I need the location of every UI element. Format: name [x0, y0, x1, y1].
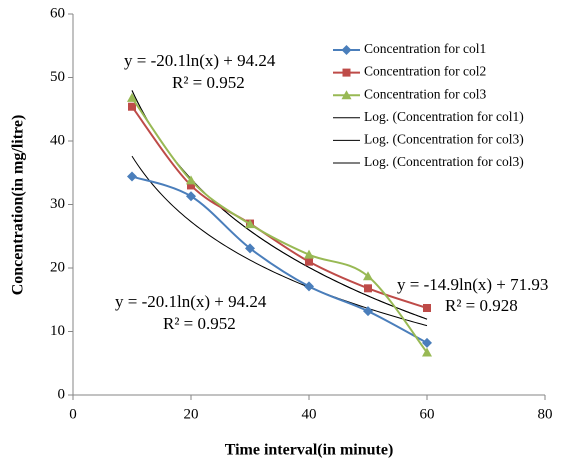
trendline	[131, 90, 428, 320]
x-tick-label: 0	[69, 406, 77, 422]
annotation: y = -20.1ln(x) + 94.24	[115, 292, 267, 311]
y-tick-label: 0	[58, 386, 66, 402]
trendline	[131, 155, 428, 327]
legend-label: Log. (Concentration for col3)	[364, 131, 524, 146]
marker	[363, 271, 373, 281]
annotation: R² = 0.952	[172, 73, 245, 92]
marker	[422, 337, 432, 348]
marker	[364, 284, 372, 293]
marker	[304, 249, 314, 259]
marker	[422, 347, 432, 357]
legend-marker	[341, 45, 352, 55]
marker	[128, 102, 136, 111]
x-axis-title: Time interval(in minute)	[225, 442, 394, 459]
marker	[245, 219, 255, 229]
y-tick-label: 10	[50, 323, 65, 339]
marker	[186, 175, 196, 185]
marker	[245, 243, 255, 254]
x-tick-label: 80	[538, 406, 553, 422]
legend-marker	[342, 68, 351, 77]
x-tick-label: 60	[420, 406, 435, 422]
legend-marker	[341, 90, 352, 100]
y-tick-label: 30	[50, 196, 65, 212]
annotation: y = -14.9ln(x) + 71.93	[397, 275, 548, 294]
y-tick-label: 40	[50, 132, 65, 148]
marker	[423, 304, 431, 313]
legend-label: Log. (Concentration for col3)	[364, 154, 524, 169]
y-tick-label: 50	[50, 69, 65, 85]
annotation: R² = 0.952	[163, 314, 236, 333]
annotation: R² = 0.928	[445, 296, 518, 315]
y-axis-title: Concentration(in mg/litre)	[10, 115, 27, 296]
marker	[127, 92, 137, 102]
x-tick-label: 40	[302, 406, 317, 422]
marker	[305, 257, 313, 266]
marker	[186, 191, 196, 202]
marker	[363, 306, 373, 317]
marker	[304, 281, 314, 292]
trendline	[131, 90, 428, 320]
legend-label: Concentration for col2	[364, 64, 486, 79]
legend-label: Concentration for col1	[364, 41, 486, 56]
y-tick-label: 60	[50, 5, 65, 21]
marker	[187, 181, 195, 190]
x-tick-label: 20	[184, 406, 199, 422]
y-tick-label: 20	[50, 259, 65, 275]
series-line	[131, 97, 428, 354]
legend-label: Log. (Concentration for col1)	[364, 109, 524, 124]
marker	[127, 171, 137, 182]
legend-label: Concentration for col3	[364, 86, 486, 101]
annotation: y = -20.1ln(x) + 94.24	[124, 51, 276, 70]
